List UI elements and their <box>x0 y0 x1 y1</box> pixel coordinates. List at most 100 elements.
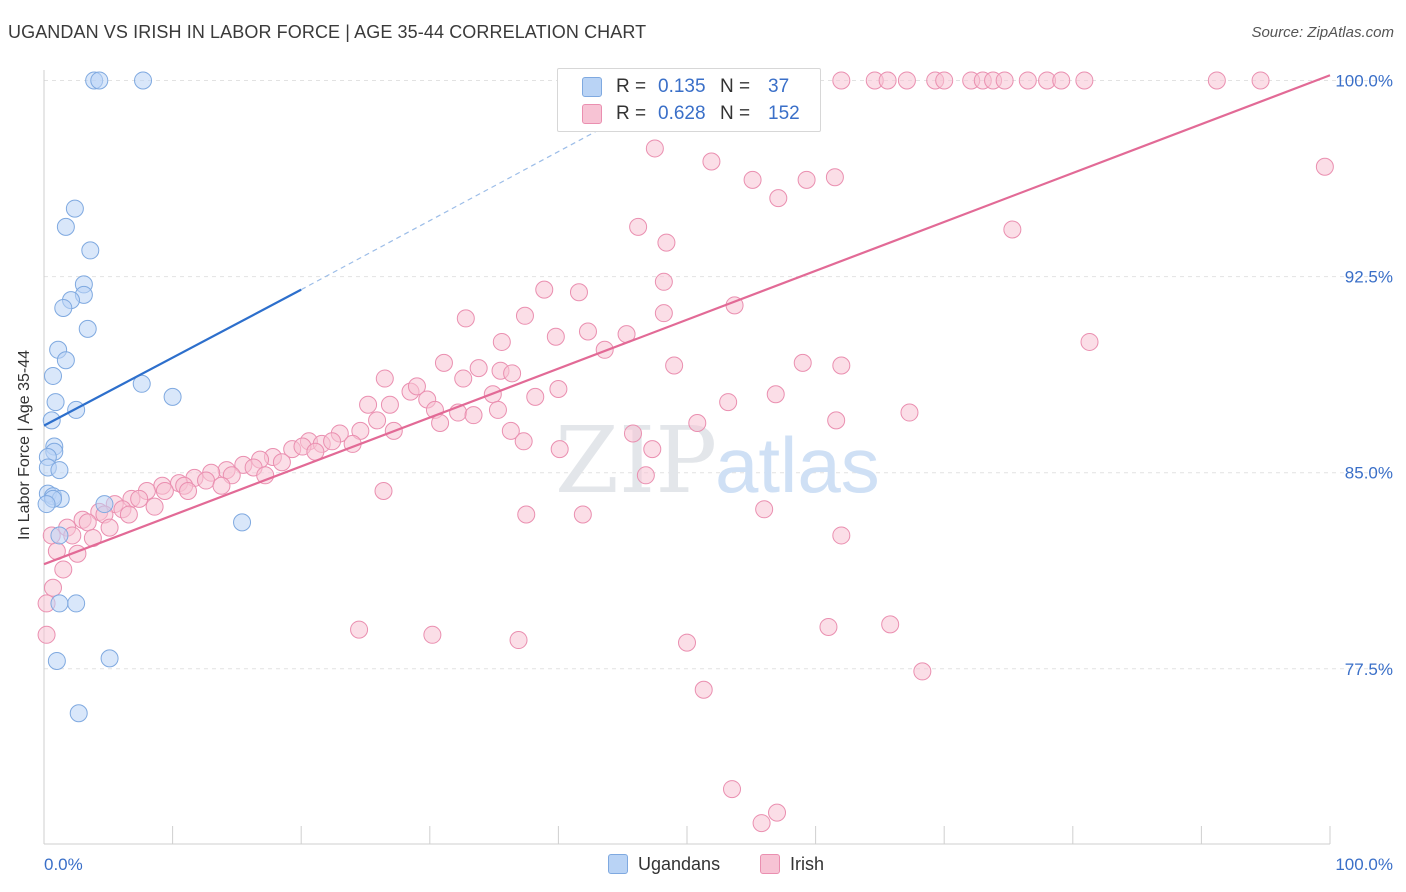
irish-point <box>832 526 851 545</box>
irish-point <box>78 513 97 532</box>
irish-point <box>755 500 774 519</box>
ugandans-point <box>50 594 69 613</box>
ugandans-point <box>78 319 97 338</box>
irish-point <box>119 505 138 524</box>
irish-point <box>665 356 684 375</box>
irish-point <box>643 440 662 459</box>
irish-point <box>434 353 453 372</box>
legend-swatch-pink <box>582 104 602 124</box>
irish-point <box>769 189 788 208</box>
irish-point <box>514 432 533 451</box>
irish-point <box>423 625 442 644</box>
irish-point <box>629 217 648 236</box>
irish-point <box>374 481 393 500</box>
ugandans-point <box>132 374 151 393</box>
irish-point <box>832 71 851 90</box>
irish-point <box>323 432 342 451</box>
irish-point <box>827 411 846 430</box>
irish-point <box>380 395 399 414</box>
irish-point <box>464 406 483 425</box>
y-axis-label: In Labor Force | Age 35-44 <box>16 349 33 540</box>
bottom-legend-label: Irish <box>790 853 825 874</box>
irish-point <box>456 309 475 328</box>
irish-point <box>694 680 713 699</box>
irish-point <box>517 505 536 524</box>
irish-point <box>743 170 762 189</box>
irish-point <box>454 369 473 388</box>
irish-point <box>688 414 707 433</box>
trend-lines <box>43 74 1331 566</box>
irish-point <box>825 168 844 187</box>
ugandans-point <box>90 71 109 90</box>
legend-swatch-blue <box>582 77 602 97</box>
irish-point <box>913 662 932 681</box>
irish-point <box>375 369 394 388</box>
ugandans-point <box>65 199 84 218</box>
ugandans-point <box>47 651 66 670</box>
irish-point <box>359 395 378 414</box>
irish-point <box>1018 71 1037 90</box>
irish-point <box>1315 157 1334 176</box>
irish-point <box>492 332 511 351</box>
chart-title: UGANDAN VS IRISH IN LABOR FORCE | AGE 35… <box>8 22 647 42</box>
ugandans-point <box>100 649 119 668</box>
irish-point <box>657 233 676 252</box>
irish-point <box>515 306 534 325</box>
bottom-legend-ugandans: Ugandans <box>608 852 720 876</box>
ugandans-point <box>67 594 86 613</box>
irish-point <box>100 518 119 537</box>
ugandans-point <box>50 526 69 545</box>
irish-point <box>569 283 588 302</box>
irish-point <box>897 71 916 90</box>
tick-labels: 77.5% 85.0% 92.5% 100.0% 0.0% 100.0% <box>44 71 1393 874</box>
bottom-legend-swatch-blue <box>608 854 628 874</box>
irish-point <box>44 578 63 597</box>
legend-n-label: N = <box>720 76 751 97</box>
irish-point <box>935 71 954 90</box>
ugandans-point <box>50 461 69 480</box>
irish-point <box>654 304 673 323</box>
ugandans-point <box>163 387 182 406</box>
irish-point <box>550 440 569 459</box>
ugandans-point <box>81 241 100 260</box>
irish-point <box>793 353 812 372</box>
irish-point <box>645 139 664 158</box>
irish-point <box>526 387 545 406</box>
irish-point <box>881 615 900 634</box>
irish-point <box>766 385 785 404</box>
irish-point <box>37 625 56 644</box>
irish-point <box>636 466 655 485</box>
irish-point <box>595 340 614 359</box>
irish-point <box>549 380 568 399</box>
ugandans-point <box>44 366 63 385</box>
irish-point <box>654 272 673 291</box>
irish-point <box>797 170 816 189</box>
ugandans-point <box>46 393 65 412</box>
y-tick-label: 92.5% <box>1345 268 1393 287</box>
irish-point <box>819 617 838 636</box>
x-tick-label-max: 100.0% <box>1335 855 1393 874</box>
irish-point <box>752 814 771 833</box>
correlation-legend: R = 0.135 N = 37 R = 0.628 N = 152 <box>557 68 821 132</box>
ugandans-trend-line <box>43 288 302 427</box>
ugandans-point <box>69 704 88 723</box>
irish-point <box>578 322 597 341</box>
legend-n-value: 152 <box>768 103 800 124</box>
irish-point <box>573 505 592 524</box>
irish-point <box>145 497 164 516</box>
irish-point <box>509 631 528 650</box>
legend-n-label: N = <box>720 103 751 124</box>
irish-points <box>37 71 1334 833</box>
irish-point <box>197 471 216 490</box>
y-tick-label: 77.5% <box>1345 660 1393 679</box>
irish-point <box>1080 332 1099 351</box>
irish-point <box>368 411 387 430</box>
irish-point <box>832 356 851 375</box>
irish-point <box>130 489 149 508</box>
irish-point <box>535 280 554 299</box>
ugandans-point <box>56 217 75 236</box>
x-tick-label-min: 0.0% <box>44 855 83 874</box>
irish-point <box>1075 71 1094 90</box>
legend-row-irish: R = 0.628 N = 152 <box>558 100 830 128</box>
irish-point <box>900 403 919 422</box>
